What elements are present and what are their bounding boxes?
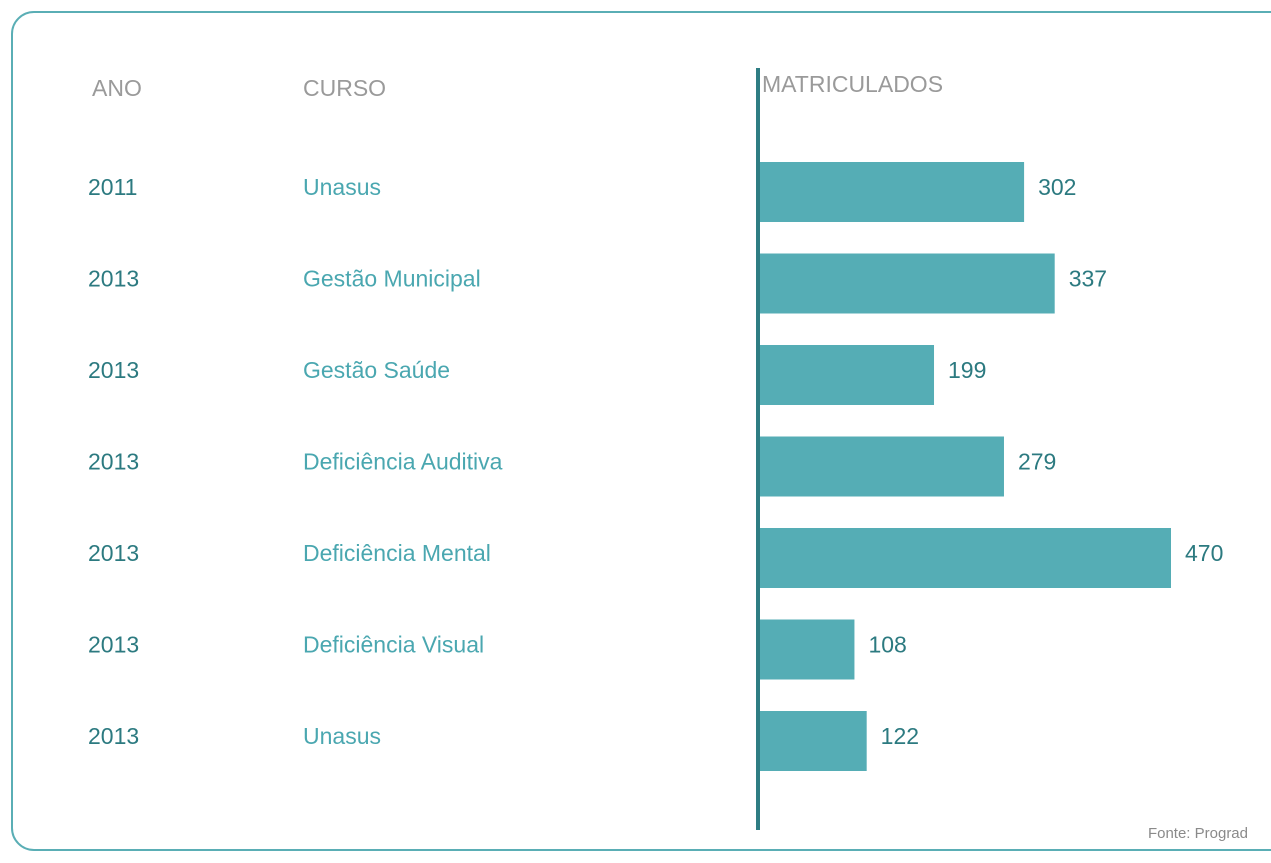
course-label: Deficiência Auditiva xyxy=(303,449,503,475)
value-label: 199 xyxy=(948,357,986,383)
year-label: 2013 xyxy=(88,540,139,566)
value-label: 122 xyxy=(881,723,919,749)
course-label: Deficiência Visual xyxy=(303,632,484,658)
course-label: Deficiência Mental xyxy=(303,540,491,566)
year-label: 2013 xyxy=(88,723,139,749)
source: Fonte: Prograd xyxy=(1148,825,1248,842)
bar xyxy=(760,345,935,405)
course-label: Unasus xyxy=(303,723,381,749)
year-label: 2013 xyxy=(88,449,139,475)
value-label: 470 xyxy=(1185,540,1223,566)
bar xyxy=(760,162,1025,222)
header-enrolled: MATRICULADOS xyxy=(762,71,943,97)
course-label: Gestão Saúde xyxy=(303,357,450,383)
year-label: 2013 xyxy=(88,357,139,383)
value-label: 108 xyxy=(868,632,906,658)
year-label: 2013 xyxy=(88,266,139,292)
year-label: 2013 xyxy=(88,632,139,658)
bar xyxy=(760,711,867,771)
bar xyxy=(760,528,1171,588)
course-label: Unasus xyxy=(303,174,381,200)
value-label: 302 xyxy=(1038,174,1076,200)
bar xyxy=(760,253,1055,314)
header-course: CURSO xyxy=(303,75,386,101)
value-label: 279 xyxy=(1018,449,1056,475)
bar xyxy=(760,619,855,680)
year-label: 2011 xyxy=(88,174,137,200)
frame xyxy=(11,11,1271,851)
bar xyxy=(760,436,1004,497)
header-year: ANO xyxy=(92,75,142,101)
value-label: 337 xyxy=(1069,266,1107,292)
course-label: Gestão Municipal xyxy=(303,266,481,292)
